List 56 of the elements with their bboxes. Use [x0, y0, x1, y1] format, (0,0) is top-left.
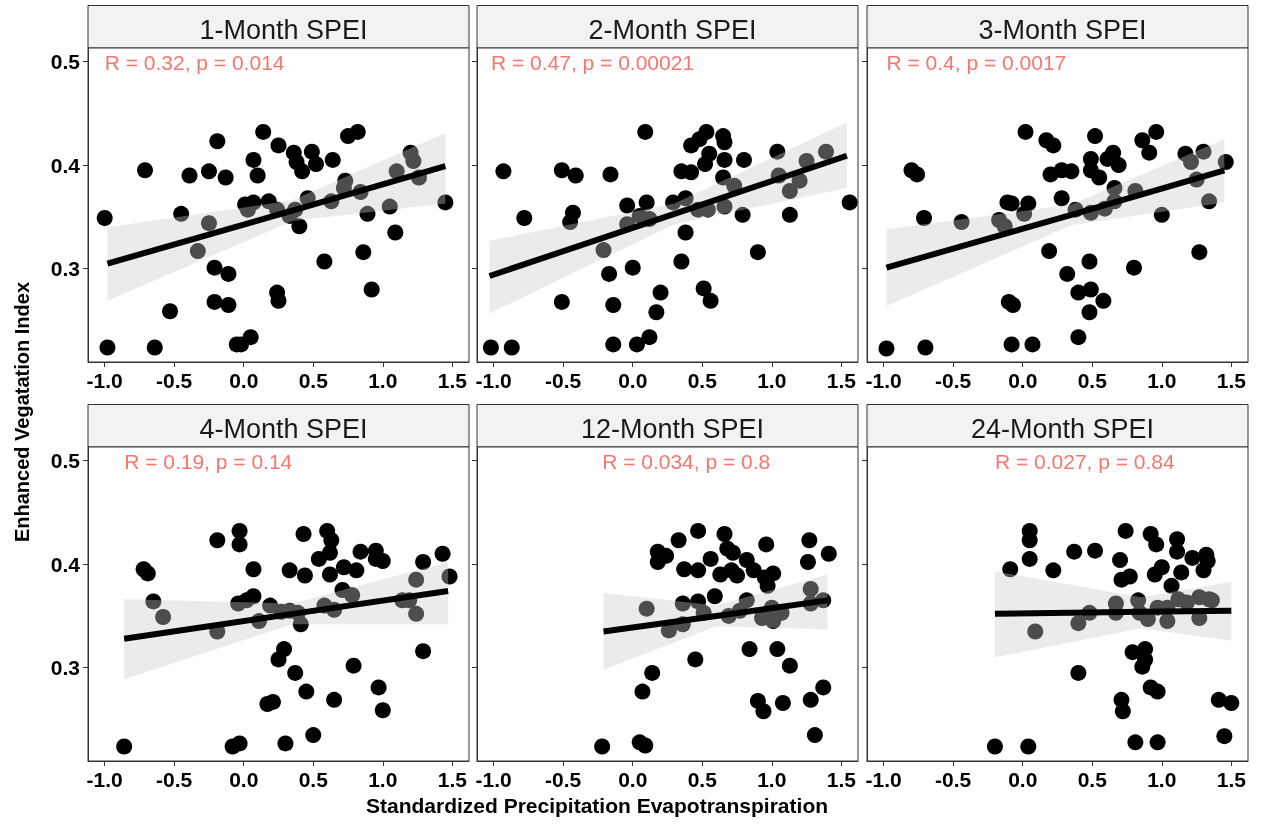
x-tick-label: -0.5 — [156, 369, 193, 392]
x-tick-label: 1.5 — [1216, 768, 1247, 791]
x-tick-label: 0.5 — [1077, 768, 1108, 791]
x-tick-label: -1.0 — [475, 768, 512, 791]
annotation: R = 0.32, p = 0.014 — [104, 50, 285, 74]
x-tick-label: 1.5 — [826, 768, 857, 791]
x-tick-label: 0.5 — [298, 768, 329, 791]
x-tick-label: -0.5 — [545, 768, 582, 791]
x-tick-label: -0.5 — [935, 768, 972, 791]
y-axis-title: Enhanced Vegatation Index — [10, 281, 34, 543]
annotation: R = 0.027, p = 0.84 — [994, 449, 1176, 473]
x-tick-label: 0.0 — [618, 768, 648, 791]
x-tick-label: 1.5 — [1216, 369, 1247, 392]
x-tick-label: -1.0 — [865, 369, 902, 392]
y-tick-label: 0.4 — [50, 153, 81, 177]
annotation: R = 0.034, p = 0.8 — [602, 449, 771, 473]
x-tick-label: 0.0 — [618, 369, 648, 392]
y-tick-label: 0.4 — [50, 552, 81, 576]
x-tick-label: -1.0 — [86, 369, 123, 392]
chart-title: 4-Month SPEI — [199, 413, 368, 444]
y-tick-label: 0.3 — [50, 656, 80, 680]
annotation: R = 0.47, p = 0.00021 — [490, 50, 695, 74]
x-tick-label: -1.0 — [475, 369, 512, 392]
x-tick-label: 0.5 — [687, 768, 718, 791]
x-tick-label: 0.5 — [1077, 369, 1108, 392]
annotation: R = 0.19, p = 0.14 — [124, 449, 293, 473]
x-tick-label: 0.0 — [1008, 369, 1038, 392]
x-tick-label: 0.5 — [298, 369, 329, 392]
x-tick-label: 0.0 — [229, 768, 259, 791]
x-tick-label: 1.0 — [1147, 768, 1177, 791]
x-tick-label: 0.5 — [687, 369, 718, 392]
x-tick-label: 1.5 — [437, 369, 468, 392]
chart-title: 1-Month SPEI — [199, 14, 368, 45]
x-tick-label: 1.0 — [757, 768, 787, 791]
annotation: R = 0.4, p = 0.0017 — [886, 50, 1067, 74]
y-tick-label: 0.5 — [50, 49, 81, 73]
x-tick-label: -0.5 — [545, 369, 582, 392]
x-tick-label: 1.0 — [757, 369, 787, 392]
x-tick-label: -1.0 — [865, 768, 902, 791]
x-tick-label: 1.0 — [368, 369, 398, 392]
y-tick-label: 0.3 — [50, 257, 80, 281]
x-tick-label: 0.0 — [1008, 768, 1038, 791]
x-tick-label: -0.5 — [156, 768, 193, 791]
chart-title: 24-Month SPEI — [970, 413, 1155, 444]
chart-title: 3-Month SPEI — [978, 14, 1147, 45]
x-tick-label: -1.0 — [86, 768, 123, 791]
x-tick-label: 1.0 — [1147, 369, 1177, 392]
y-tick-label: 0.5 — [50, 448, 81, 472]
x-tick-label: 1.5 — [437, 768, 468, 791]
x-axis-title: Standardized Precipitation Evapotranspiration — [365, 794, 829, 818]
x-tick-label: -0.5 — [935, 369, 972, 392]
x-tick-label: 1.5 — [826, 369, 857, 392]
chart-title: 2-Month SPEI — [588, 14, 757, 45]
chart-title: 12-Month SPEI — [580, 413, 765, 444]
x-tick-label: 1.0 — [368, 768, 398, 791]
x-tick-label: 0.0 — [229, 369, 259, 392]
